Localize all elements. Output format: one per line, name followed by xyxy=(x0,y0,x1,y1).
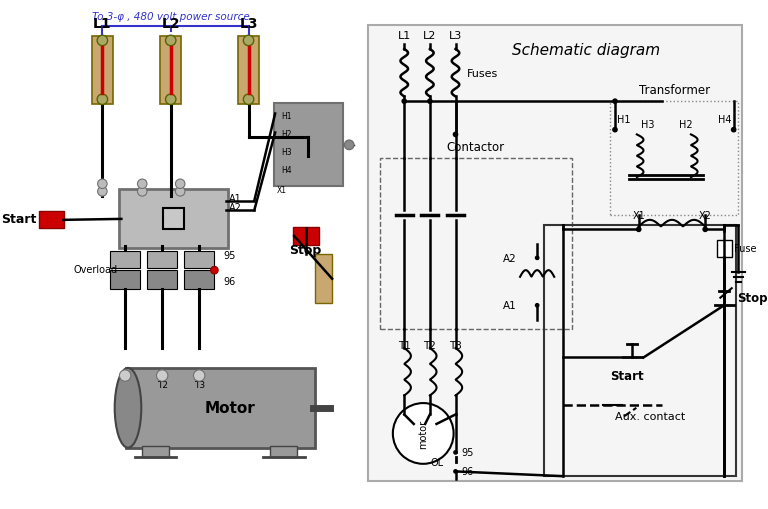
Text: H4: H4 xyxy=(281,166,292,175)
FancyBboxPatch shape xyxy=(110,271,141,290)
FancyBboxPatch shape xyxy=(163,209,184,230)
Text: L1: L1 xyxy=(93,17,111,31)
Text: motor: motor xyxy=(419,419,429,448)
Circle shape xyxy=(702,227,708,233)
Circle shape xyxy=(453,469,458,474)
FancyBboxPatch shape xyxy=(293,228,319,245)
Circle shape xyxy=(452,132,458,138)
Text: A1: A1 xyxy=(502,301,516,310)
FancyBboxPatch shape xyxy=(184,251,214,269)
Circle shape xyxy=(165,36,176,46)
Text: T1: T1 xyxy=(398,341,411,351)
Ellipse shape xyxy=(114,368,141,448)
Circle shape xyxy=(137,187,147,196)
Circle shape xyxy=(243,36,253,46)
Text: Start: Start xyxy=(611,369,644,382)
Text: T2: T2 xyxy=(157,380,167,389)
Text: Overload: Overload xyxy=(74,265,118,275)
FancyBboxPatch shape xyxy=(161,37,181,105)
Circle shape xyxy=(175,180,185,189)
Text: L3: L3 xyxy=(240,17,258,31)
Text: L1: L1 xyxy=(398,31,411,41)
Text: X2: X2 xyxy=(699,211,712,220)
Text: L2: L2 xyxy=(423,31,436,41)
Circle shape xyxy=(535,303,539,308)
Text: T3: T3 xyxy=(449,341,462,351)
Circle shape xyxy=(427,99,432,105)
Text: L2: L2 xyxy=(161,17,180,31)
Circle shape xyxy=(165,95,176,105)
Text: To 3-φ , 480 volt power source: To 3-φ , 480 volt power source xyxy=(92,12,250,22)
Circle shape xyxy=(210,267,218,274)
Text: Transformer: Transformer xyxy=(639,84,710,97)
Text: X1: X1 xyxy=(632,211,645,220)
Circle shape xyxy=(402,99,407,105)
Circle shape xyxy=(243,95,253,105)
Text: Schematic diagram: Schematic diagram xyxy=(512,43,660,58)
FancyBboxPatch shape xyxy=(120,190,227,249)
FancyBboxPatch shape xyxy=(147,251,177,269)
Text: Stop: Stop xyxy=(290,244,322,257)
Text: Fuse: Fuse xyxy=(733,244,756,254)
Text: A2: A2 xyxy=(229,203,241,213)
Circle shape xyxy=(344,141,354,150)
Circle shape xyxy=(98,187,107,196)
Text: A1: A1 xyxy=(229,193,241,204)
Circle shape xyxy=(453,450,458,455)
FancyBboxPatch shape xyxy=(110,251,141,269)
Text: H1: H1 xyxy=(617,115,631,125)
Circle shape xyxy=(612,128,617,133)
FancyBboxPatch shape xyxy=(270,446,297,457)
Text: T1: T1 xyxy=(120,380,131,389)
FancyBboxPatch shape xyxy=(147,271,177,290)
Text: 95: 95 xyxy=(224,250,237,260)
Text: T2: T2 xyxy=(423,341,436,351)
Circle shape xyxy=(97,95,108,105)
Circle shape xyxy=(157,370,168,381)
Circle shape xyxy=(194,370,205,381)
Text: Stop: Stop xyxy=(737,292,768,304)
Text: Fuses: Fuses xyxy=(467,69,498,78)
Circle shape xyxy=(98,180,107,189)
FancyBboxPatch shape xyxy=(368,26,742,481)
Text: Contactor: Contactor xyxy=(447,141,505,154)
Text: Motor: Motor xyxy=(204,401,256,415)
Text: X1: X1 xyxy=(277,186,287,195)
Text: H2: H2 xyxy=(281,130,291,138)
FancyBboxPatch shape xyxy=(126,368,315,448)
FancyBboxPatch shape xyxy=(238,37,259,105)
Text: 96: 96 xyxy=(224,277,236,287)
FancyBboxPatch shape xyxy=(274,104,343,186)
Text: A2: A2 xyxy=(502,253,516,263)
Circle shape xyxy=(137,180,147,189)
Text: H1: H1 xyxy=(281,111,291,121)
Text: OL: OL xyxy=(431,457,444,467)
Circle shape xyxy=(393,403,454,464)
Circle shape xyxy=(731,128,737,133)
FancyBboxPatch shape xyxy=(92,37,113,105)
Text: L3: L3 xyxy=(449,31,462,41)
Circle shape xyxy=(636,227,641,233)
FancyBboxPatch shape xyxy=(184,271,214,290)
Text: H3: H3 xyxy=(281,148,292,157)
FancyBboxPatch shape xyxy=(717,240,732,258)
Circle shape xyxy=(612,99,617,105)
FancyBboxPatch shape xyxy=(142,446,169,457)
Text: Start: Start xyxy=(2,213,37,226)
FancyBboxPatch shape xyxy=(315,254,332,304)
Text: Aux. contact: Aux. contact xyxy=(615,412,686,421)
Text: H4: H4 xyxy=(718,115,732,125)
Circle shape xyxy=(97,36,108,46)
Circle shape xyxy=(120,370,131,381)
Text: T3: T3 xyxy=(194,380,205,389)
Text: 95: 95 xyxy=(462,447,474,458)
Text: H2: H2 xyxy=(680,120,693,130)
Text: H3: H3 xyxy=(641,120,655,130)
Circle shape xyxy=(535,256,539,261)
FancyBboxPatch shape xyxy=(38,212,65,229)
Circle shape xyxy=(175,187,185,196)
Text: 96: 96 xyxy=(462,466,473,476)
